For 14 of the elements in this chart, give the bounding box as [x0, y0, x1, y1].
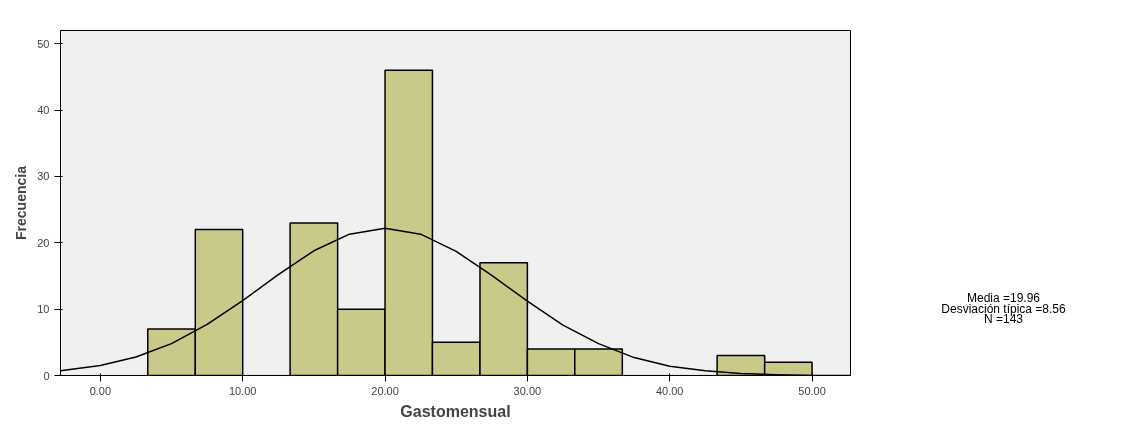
- x-tick-label: 20.00: [371, 384, 399, 397]
- y-tick-label: 30: [37, 170, 50, 183]
- x-axis-title: Gastomensual: [400, 402, 511, 420]
- y-tick-label: 0: [43, 369, 50, 382]
- y-axis-title: Frecuencia: [13, 165, 30, 240]
- x-tick-label: 0.00: [89, 384, 112, 397]
- y-tick-label: 40: [37, 104, 50, 117]
- y-tick-label: 50: [37, 37, 50, 50]
- y-tick-label: 10: [37, 303, 50, 316]
- x-tick-label: 40.00: [655, 384, 684, 397]
- x-tick-label: 50.00: [798, 384, 826, 397]
- x-tick-label: 10.00: [228, 384, 257, 397]
- x-tick-label: 30.00: [513, 384, 542, 397]
- y-tick-label: 20: [37, 236, 50, 249]
